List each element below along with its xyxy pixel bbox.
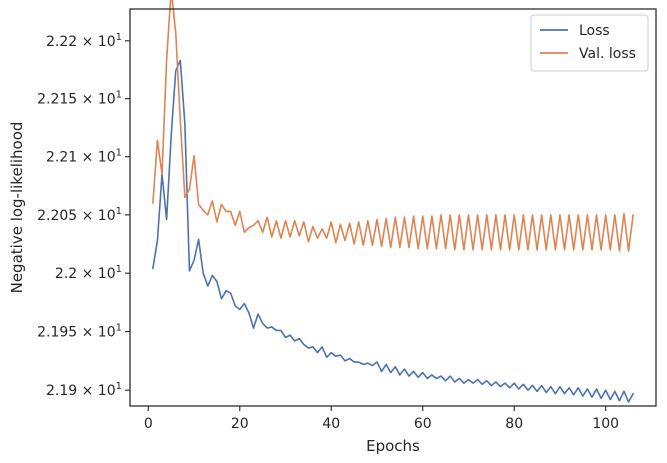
y-tick-label: 2.195 × 101 xyxy=(37,323,122,341)
legend: Loss Val. loss xyxy=(530,14,649,72)
y-tick-label: 2.215 × 101 xyxy=(37,90,122,108)
y-tick-label: 2.21 × 101 xyxy=(46,148,122,166)
legend-label: Val. loss xyxy=(579,46,636,62)
x-tick-label: 20 xyxy=(231,416,249,432)
y-tick-label: 2.2 × 101 xyxy=(55,264,122,282)
x-tick-label: 40 xyxy=(322,416,340,432)
series-line-val-loss xyxy=(152,0,634,252)
x-tick-label: 80 xyxy=(505,416,523,432)
x-axis: 0 20 40 60 80 100 xyxy=(144,406,619,432)
y-axis-label: Negative log-likelihood xyxy=(8,122,26,294)
y-tick-label: 2.205 × 101 xyxy=(37,206,122,224)
x-tick-label: 60 xyxy=(414,416,432,432)
legend-box xyxy=(530,14,649,72)
legend-label: Loss xyxy=(579,23,610,39)
x-tick-label: 100 xyxy=(592,416,619,432)
plot-marks xyxy=(152,0,634,403)
y-tick-label: 2.19 × 101 xyxy=(46,381,122,399)
y-tick-label: 2.22 × 101 xyxy=(46,32,122,50)
x-tick-label: 0 xyxy=(144,416,153,432)
axes-frame xyxy=(129,8,657,407)
series-line-loss xyxy=(152,59,634,403)
y-axis: 2.19 × 101 2.195 × 101 2.2 × 101 2.205 × 10… xyxy=(37,32,130,399)
x-axis-label: Epochs xyxy=(366,437,420,455)
